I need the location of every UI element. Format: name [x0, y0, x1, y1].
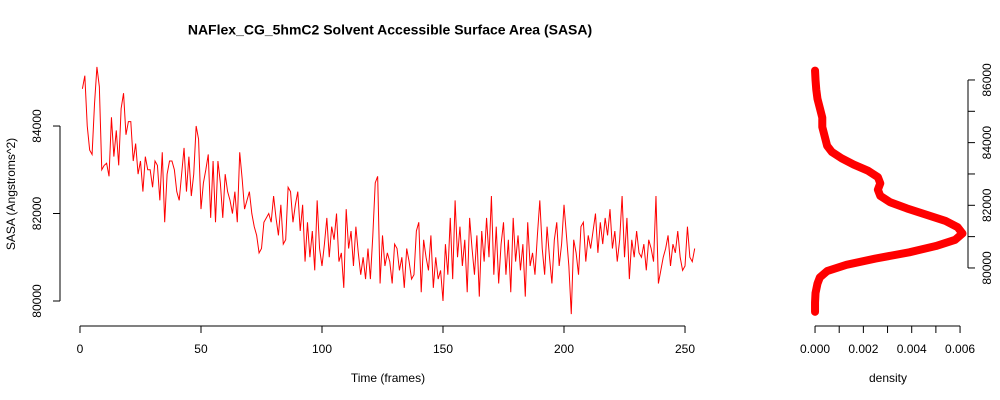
y-tick-label: 84000 — [30, 109, 44, 143]
x-tick-label: 0.006 — [945, 342, 975, 356]
x-tick-label: 150 — [433, 342, 453, 356]
y-tick-label: 82000 — [30, 197, 44, 231]
x-tick-label: 250 — [675, 342, 695, 356]
y-tick-label: 86000 — [980, 63, 994, 97]
y-axis-label: SASA (Angstroms^2) — [4, 138, 18, 250]
chart-title: NAFlex_CG_5hmC2 Solvent Accessible Surfa… — [188, 22, 592, 38]
x-tick-label: 100 — [312, 342, 332, 356]
x-tick-label: 0 — [77, 342, 84, 356]
x-tick-label: 0.000 — [800, 342, 830, 356]
x-tick-label: 200 — [554, 342, 574, 356]
x-axis-label: density — [869, 371, 907, 385]
data-line — [81, 66, 696, 315]
y-tick-label: 80000 — [30, 284, 44, 318]
y-tick-label: 82000 — [980, 188, 994, 222]
y-tick-label: 84000 — [980, 126, 994, 160]
y-tick-label: 80000 — [980, 251, 994, 285]
density-curve — [811, 66, 967, 316]
x-tick-label: 0.002 — [848, 342, 878, 356]
x-tick-label: 50 — [194, 342, 208, 356]
x-axis-label: Time (frames) — [351, 371, 425, 385]
x-tick-label: 0.004 — [897, 342, 927, 356]
